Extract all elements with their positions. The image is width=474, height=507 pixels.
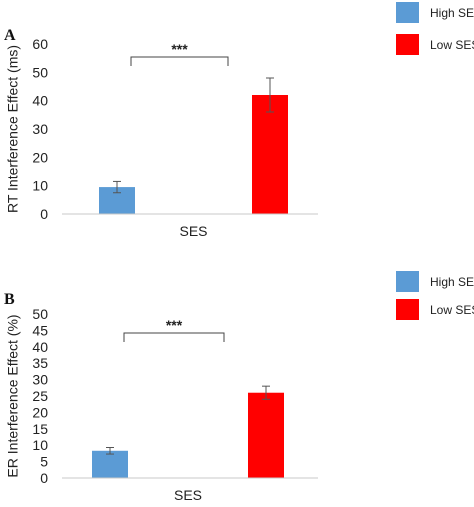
panel-a-significance-label: *** xyxy=(171,41,188,57)
panel-a-letter: A xyxy=(4,27,16,44)
panel-b-y-axis-title: ER Interference Effect (%) xyxy=(5,314,21,477)
panel-b-bar-high-ses xyxy=(92,450,128,478)
panel-a-bar-low-ses xyxy=(252,95,288,214)
panel-a-legend-label-high-ses: High SES xyxy=(430,6,474,20)
panel-a-y-tick-label: 60 xyxy=(32,36,48,52)
panel-b-y-tick-label: 5 xyxy=(40,454,48,470)
panel-a-y-tick-label: 40 xyxy=(32,93,48,109)
panel-b-y-tick-label: 20 xyxy=(32,404,48,420)
panel-b-letter: B xyxy=(4,291,15,308)
panel-b-legend-label-low-ses: Low SES xyxy=(430,303,474,317)
panel-a-significance-bracket xyxy=(130,56,229,66)
panel-a-legend-label-low-ses: Low SES xyxy=(430,38,474,52)
panel-b-y-tick-label: 25 xyxy=(32,388,48,404)
panel-b-y-tick-label: 30 xyxy=(32,372,48,388)
panel-b-y-tick-label: 50 xyxy=(32,306,48,322)
panel-a-y-tick-label: 20 xyxy=(32,149,48,165)
panel-b-y-tick-label: 45 xyxy=(32,322,48,338)
panel-b-y-tick-label: 40 xyxy=(32,339,48,355)
panel-b-bar-low-ses xyxy=(248,392,284,478)
panel-a-y-tick-label: 30 xyxy=(32,121,48,137)
panel-b-significance-label: *** xyxy=(166,317,183,333)
panel-a-legend-swatch-high-ses xyxy=(396,2,419,23)
panel-b-legend-swatch-high-ses xyxy=(396,271,419,292)
panel-a-y-tick-label: 50 xyxy=(32,64,48,80)
panel-b-legend-swatch-low-ses xyxy=(396,299,419,320)
panel-b-y-tick-label: 0 xyxy=(40,470,48,486)
panel-b-y-tick-label: 15 xyxy=(32,421,48,437)
panel-b-legend-label-high-ses: High SES xyxy=(430,275,474,289)
panel-a-category-label: SES xyxy=(179,223,207,239)
panel-b-y-tick-label: 35 xyxy=(32,355,48,371)
panel-b-significance-bracket xyxy=(123,332,225,342)
panel-a-legend-swatch-low-ses xyxy=(396,34,419,55)
panel-a-y-axis-title: RT Interference Effect (ms) xyxy=(5,45,21,213)
panel-a-y-tick-label: 10 xyxy=(32,178,48,194)
panel-b-category-label: SES xyxy=(174,487,202,503)
panel-b-y-tick-label: 10 xyxy=(32,437,48,453)
panel-a-y-tick-label: 0 xyxy=(40,206,48,222)
